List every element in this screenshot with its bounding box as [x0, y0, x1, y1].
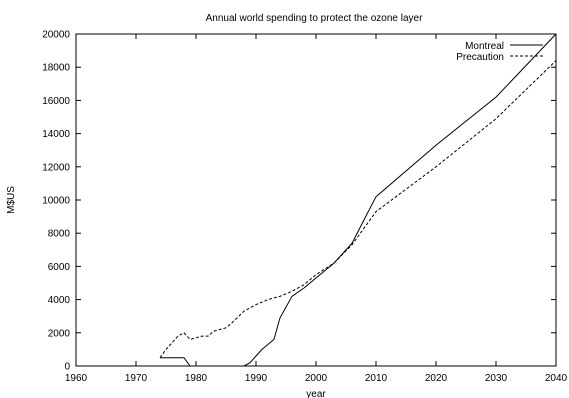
legend-label-montreal: Montreal — [465, 41, 504, 52]
x-tick-label: 1980 — [185, 373, 208, 384]
axis-ticks: 1960 1970 1980 1990 2000 2010 2020 2030 2040 0 200… — [42, 30, 567, 385]
x-tick-label: 1960 — [65, 373, 88, 384]
x-tick-label: 2020 — [425, 373, 448, 384]
x-tick-label: 1990 — [245, 373, 268, 384]
x-tick-label: 2000 — [305, 373, 328, 384]
y-tick-label: 16000 — [42, 96, 70, 107]
x-tick-label: 2010 — [365, 373, 388, 384]
series-lines — [159, 33, 557, 367]
legend-label-precaution: Precaution — [456, 52, 504, 63]
y-tick-label: 4000 — [48, 295, 71, 306]
series-line-montreal — [160, 33, 557, 367]
y-tick-label: 14000 — [42, 129, 70, 140]
y-tick-label: 18000 — [42, 63, 70, 74]
x-axis-label: year — [306, 389, 326, 398]
x-tick-label: 2030 — [485, 373, 508, 384]
plot-area — [75, 33, 557, 367]
y-tick-label: 20000 — [42, 30, 70, 41]
x-tick-label: 2040 — [545, 373, 568, 384]
y-tick-label: 6000 — [48, 262, 71, 273]
y-tick-label: 10000 — [42, 196, 70, 207]
y-tick-label: 12000 — [42, 162, 70, 173]
y-axis-label: M$US — [6, 186, 17, 214]
y-tick-label: 2000 — [48, 328, 71, 339]
plot-frame — [75, 33, 557, 367]
legend: Montreal Precaution — [456, 41, 543, 63]
chart-title: Annual world spending to protect the ozo… — [206, 13, 423, 24]
y-tick-label: 0 — [64, 362, 70, 373]
series-line-precaution — [159, 60, 557, 358]
x-tick-label: 1970 — [125, 373, 148, 384]
y-tick-label: 8000 — [48, 229, 71, 240]
